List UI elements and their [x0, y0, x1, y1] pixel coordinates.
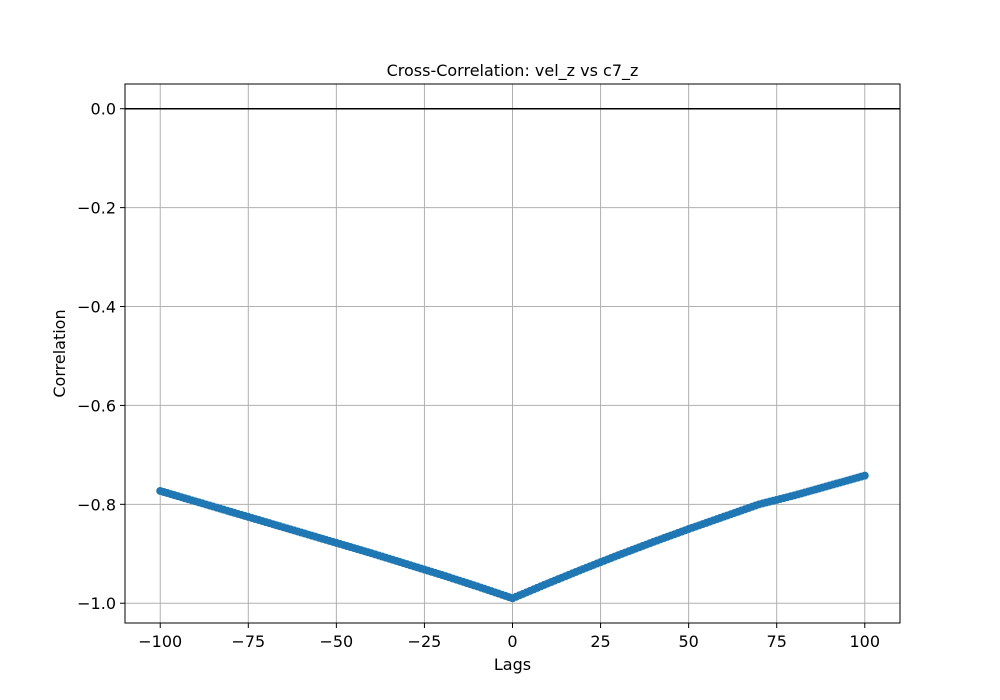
x-tick-label: −100 — [138, 632, 182, 651]
x-tick-label: −25 — [408, 632, 442, 651]
y-tick-label: −0.4 — [77, 298, 116, 317]
y-axis-ticks: 0.0 −0.2 −0.4 −0.6 −0.8 −1.0 — [77, 100, 125, 613]
y-tick-label: 0.0 — [91, 100, 116, 119]
x-axis-label: Lags — [494, 655, 531, 674]
x-tick-label: 50 — [678, 632, 698, 651]
y-tick-label: −0.2 — [77, 199, 116, 218]
chart-title: Cross-Correlation: vel_z vs c7_z — [387, 61, 639, 81]
x-tick-label: −75 — [231, 632, 265, 651]
data-point — [860, 471, 869, 480]
grid-lines — [125, 84, 900, 623]
x-axis-ticks: −100 −75 −50 −25 0 25 50 75 100 — [138, 623, 880, 651]
y-tick-label: −0.8 — [77, 495, 116, 514]
x-tick-label: 75 — [767, 632, 787, 651]
y-tick-label: −0.6 — [77, 396, 116, 415]
y-tick-label: −1.0 — [77, 594, 116, 613]
x-tick-label: −50 — [319, 632, 353, 651]
x-tick-label: 25 — [590, 632, 610, 651]
y-axis-label: Correlation — [50, 309, 69, 397]
data-points — [156, 471, 869, 603]
x-tick-label: 100 — [849, 632, 880, 651]
x-tick-label: 0 — [507, 632, 517, 651]
